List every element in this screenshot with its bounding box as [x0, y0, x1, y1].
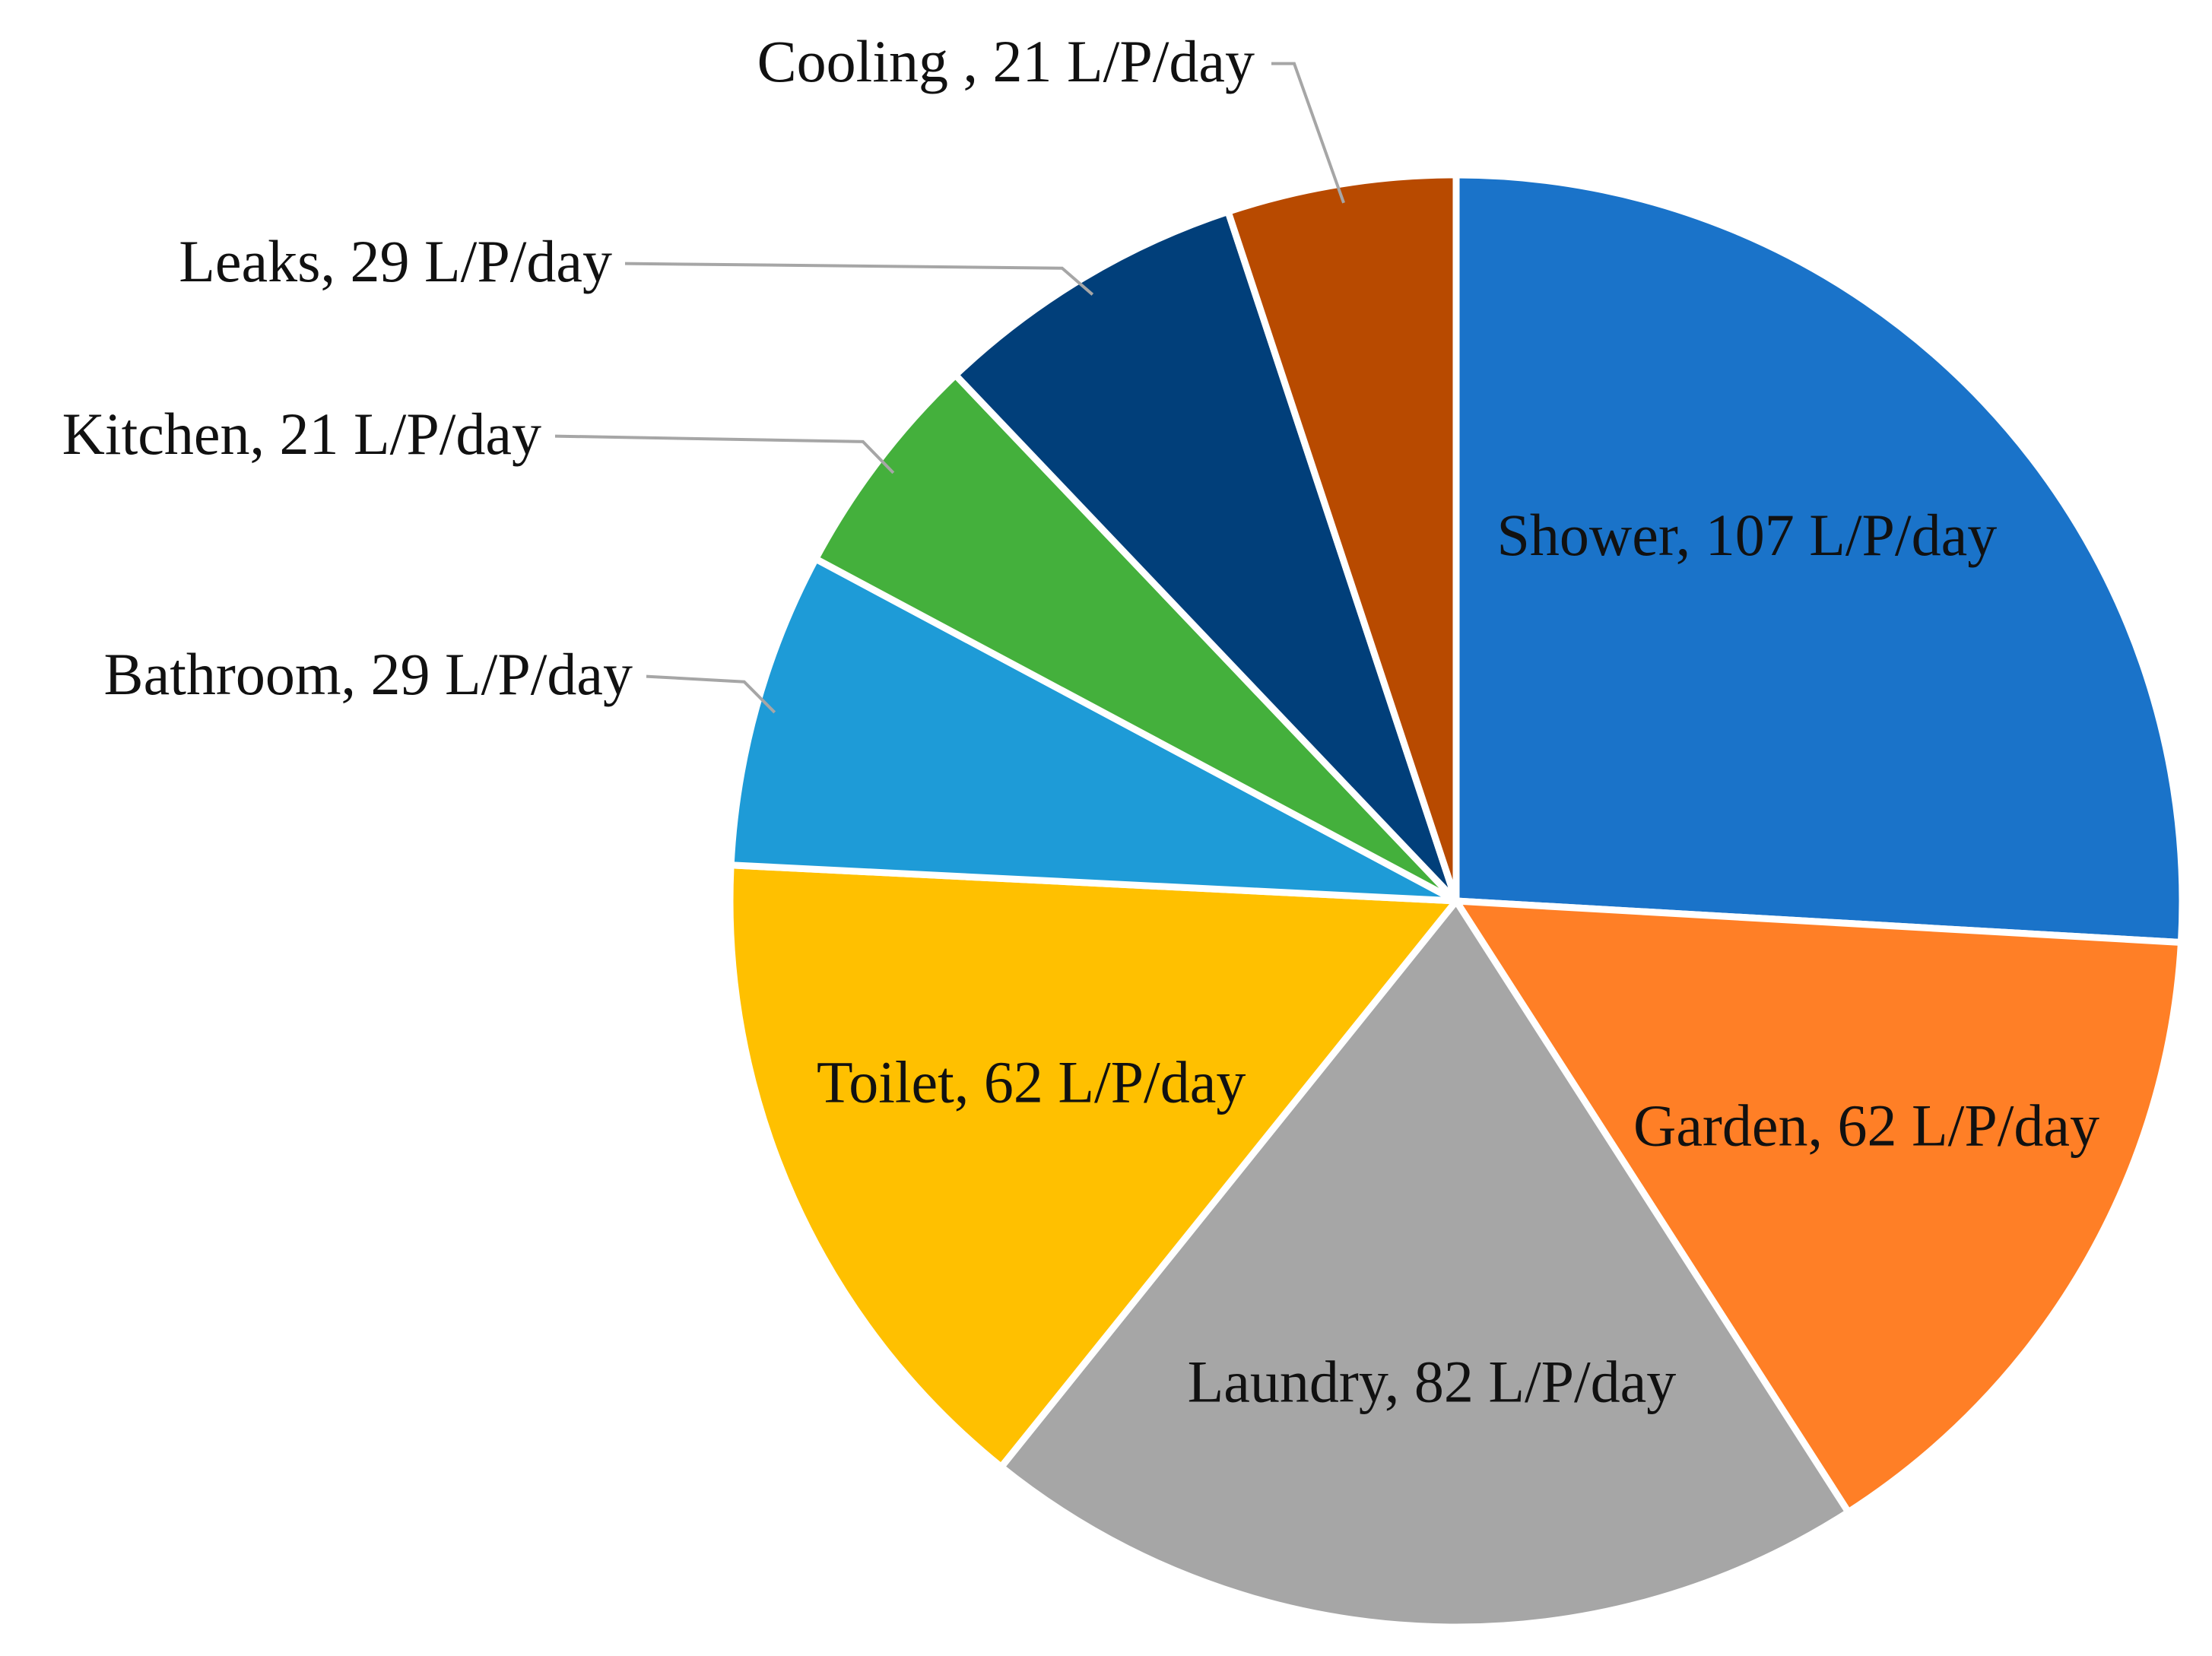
pie-slice-kitchen — [812, 371, 1460, 905]
leader-lines — [554, 62, 1345, 714]
leader-line-leaks — [624, 262, 1094, 296]
pie-slice-leaks — [952, 208, 1460, 905]
pie-slice-laundry — [998, 897, 1852, 1631]
slice-label-shower: Shower, 107 L/P/day — [1497, 502, 1998, 568]
leader-line-kitchen — [554, 434, 895, 474]
slice-label-leaks: Leaks, 29 L/P/day — [179, 228, 612, 294]
pie-slice-bathroom — [727, 555, 1460, 905]
pie-slice-shower — [1452, 171, 2186, 946]
slice-label-garden: Garden, 62 L/P/day — [1633, 1092, 2099, 1158]
slice-label-kitchen: Kitchen, 21 L/P/day — [62, 401, 541, 467]
slice-labels: Shower, 107 L/P/day Garden, 62 L/P/day Lau… — [62, 28, 2099, 1415]
pie-slice-toilet — [726, 861, 1460, 1470]
leader-line-bathroom — [646, 674, 776, 714]
slice-label-toilet: Toilet, 62 L/P/day — [817, 1048, 1246, 1115]
pie-slice-cooling — [1224, 171, 1460, 905]
slice-label-bathroom: Bathroom, 29 L/P/day — [104, 641, 633, 707]
pie-slices — [726, 171, 2186, 1631]
leader-line-cooling — [1271, 62, 1345, 204]
slice-label-cooling: Cooling , 21 L/P/day — [757, 28, 1255, 94]
pie-slice-garden — [1452, 897, 2185, 1516]
slice-label-laundry: Laundry, 82 L/P/day — [1188, 1349, 1677, 1415]
